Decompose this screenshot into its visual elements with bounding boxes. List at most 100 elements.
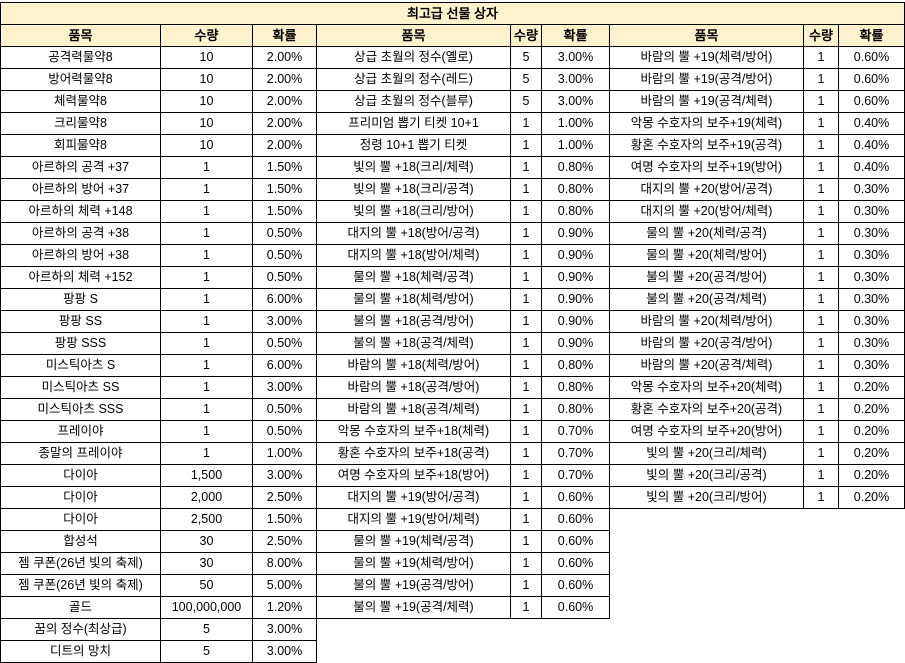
item-quantity: 1 — [803, 112, 839, 135]
item-quantity: 1 — [510, 376, 542, 399]
item-quantity: 1 — [510, 442, 542, 465]
table-row: 프레이야 1 0.50% — [0, 420, 317, 443]
item-quantity: 1 — [803, 354, 839, 377]
table-row: 불의 뿔 +20(공격/체력) 1 0.30% — [609, 288, 905, 311]
item-name: 프리미엄 뽑기 티켓 10+1 — [316, 112, 511, 135]
item-quantity: 1 — [160, 376, 253, 399]
item-name: 바람의 뿔 +19(체력/방어) — [609, 46, 804, 69]
item-quantity: 1 — [160, 354, 253, 377]
item-probability: 1.00% — [541, 134, 610, 157]
item-quantity: 1 — [510, 486, 542, 509]
table-row: 바람의 뿔 +19(공격/방어) 1 0.60% — [609, 68, 905, 91]
item-name: 악몽 수호자의 보주+20(체력) — [609, 376, 804, 399]
item-probability: 0.30% — [838, 310, 905, 333]
item-quantity: 1 — [510, 464, 542, 487]
item-name: 젬 쿠폰(26년 빛의 축제) — [0, 574, 161, 597]
item-name: 바람의 뿔 +18(체력/방어) — [316, 354, 511, 377]
table-row: 미스틱아츠 SS 1 3.00% — [0, 376, 317, 399]
table-row: 미스틱아츠 SSS 1 0.50% — [0, 398, 317, 421]
item-name: 다이아 — [0, 464, 161, 487]
table-row: 회피물약8 10 2.00% — [0, 134, 317, 157]
item-quantity: 5 — [510, 90, 542, 113]
item-probability: 2.00% — [252, 90, 317, 113]
item-name: 불의 뿔 +18(공격/체력) — [316, 332, 511, 355]
item-name: 여명 수호자의 보주+20(방어) — [609, 420, 804, 443]
table-row: 물의 뿔 +18(체력/공격) 1 0.90% — [316, 266, 610, 289]
item-name: 프레이야 — [0, 420, 161, 443]
table-row: 여명 수호자의 보주+20(방어) 1 0.20% — [609, 420, 905, 443]
item-quantity: 1 — [160, 332, 253, 355]
table-row: 대지의 뿔 +20(방어/공격) 1 0.30% — [609, 178, 905, 201]
table-row: 대지의 뿔 +20(방어/체력) 1 0.30% — [609, 200, 905, 223]
item-probability: 0.60% — [838, 68, 905, 91]
item-quantity: 1 — [510, 420, 542, 443]
item-name: 불의 뿔 +20(공격/방어) — [609, 266, 804, 289]
item-name: 미스틱아츠 SS — [0, 376, 161, 399]
table-row: 팡팡 S 1 6.00% — [0, 288, 317, 311]
item-table-group-1: 품목 수량 확률 공격력물약8 10 2.00% 방어력물약8 10 2.00% 체력물약8… — [0, 24, 317, 663]
item-name: 황혼 수호자의 보주+20(공격) — [609, 398, 804, 421]
table-row: 크리물약8 10 2.00% — [0, 112, 317, 135]
item-probability: 0.20% — [838, 420, 905, 443]
item-probability: 0.50% — [252, 222, 317, 245]
item-name: 체력물약8 — [0, 90, 161, 113]
table-row: 악몽 수호자의 보주+19(체력) 1 0.40% — [609, 112, 905, 135]
item-probability: 1.50% — [252, 178, 317, 201]
item-quantity: 1 — [510, 156, 542, 179]
item-probability: 0.30% — [838, 244, 905, 267]
item-name: 대지의 뿔 +19(방어/공격) — [316, 486, 511, 509]
item-quantity: 1 — [160, 244, 253, 267]
item-name: 빛의 뿔 +20(크리/방어) — [609, 486, 804, 509]
item-quantity: 1 — [803, 178, 839, 201]
item-name: 정령 10+1 뽑기 티켓 — [316, 134, 511, 157]
item-quantity: 1 — [803, 442, 839, 465]
item-name: 불의 뿔 +19(공격/체력) — [316, 596, 511, 619]
item-quantity: 1 — [803, 288, 839, 311]
table-row: 물의 뿔 +20(체력/공격) 1 0.30% — [609, 222, 905, 245]
item-probability: 0.40% — [838, 112, 905, 135]
header-row: 품목 수량 확률 — [609, 24, 905, 47]
item-name: 다이아 — [0, 508, 161, 531]
item-probability: 0.20% — [838, 398, 905, 421]
table-row: 바람의 뿔 +19(공격/체력) 1 0.60% — [609, 90, 905, 113]
item-quantity: 1 — [160, 222, 253, 245]
item-probability: 0.90% — [541, 288, 610, 311]
table-row: 아르하의 방어 +37 1 1.50% — [0, 178, 317, 201]
item-name: 꿈의 정수(최상급) — [0, 618, 161, 641]
table-row: 바람의 뿔 +18(체력/방어) 1 0.80% — [316, 354, 610, 377]
item-name: 대지의 뿔 +20(방어/공격) — [609, 178, 804, 201]
table-row: 프리미엄 뽑기 티켓 10+1 1 1.00% — [316, 112, 610, 135]
item-probability: 2.00% — [252, 134, 317, 157]
table-row: 물의 뿔 +18(체력/방어) 1 0.90% — [316, 288, 610, 311]
item-quantity: 2,500 — [160, 508, 253, 531]
table-row: 상급 초월의 정수(레드) 5 3.00% — [316, 68, 610, 91]
item-quantity: 1 — [510, 508, 542, 531]
item-quantity: 1 — [803, 310, 839, 333]
item-quantity: 1 — [510, 222, 542, 245]
item-probability: 2.00% — [252, 112, 317, 135]
table-row: 아르하의 방어 +38 1 0.50% — [0, 244, 317, 267]
table-row: 대지의 뿔 +18(방어/체력) 1 0.90% — [316, 244, 610, 267]
item-name: 빛의 뿔 +20(크리/공격) — [609, 464, 804, 487]
item-quantity: 1 — [803, 398, 839, 421]
item-name: 물의 뿔 +18(체력/방어) — [316, 288, 511, 311]
table-row: 다이아 1,500 3.00% — [0, 464, 317, 487]
item-name: 바람의 뿔 +18(공격/방어) — [316, 376, 511, 399]
item-quantity: 1 — [510, 332, 542, 355]
item-probability: 0.70% — [541, 420, 610, 443]
item-quantity: 1 — [803, 376, 839, 399]
table-row: 아르하의 체력 +148 1 1.50% — [0, 200, 317, 223]
item-name: 바람의 뿔 +20(체력/방어) — [609, 310, 804, 333]
item-name: 디트의 망치 — [0, 640, 161, 663]
item-quantity: 1 — [510, 112, 542, 135]
item-probability: 0.30% — [838, 222, 905, 245]
item-probability: 1.20% — [252, 596, 317, 619]
item-probability: 0.40% — [838, 156, 905, 179]
item-quantity: 1 — [803, 46, 839, 69]
item-probability: 3.00% — [252, 310, 317, 333]
table-row: 빛의 뿔 +20(크리/방어) 1 0.20% — [609, 486, 905, 509]
header-item: 품목 — [316, 24, 511, 47]
item-probability: 0.80% — [541, 376, 610, 399]
item-quantity: 1 — [803, 464, 839, 487]
item-probability: 0.50% — [252, 420, 317, 443]
